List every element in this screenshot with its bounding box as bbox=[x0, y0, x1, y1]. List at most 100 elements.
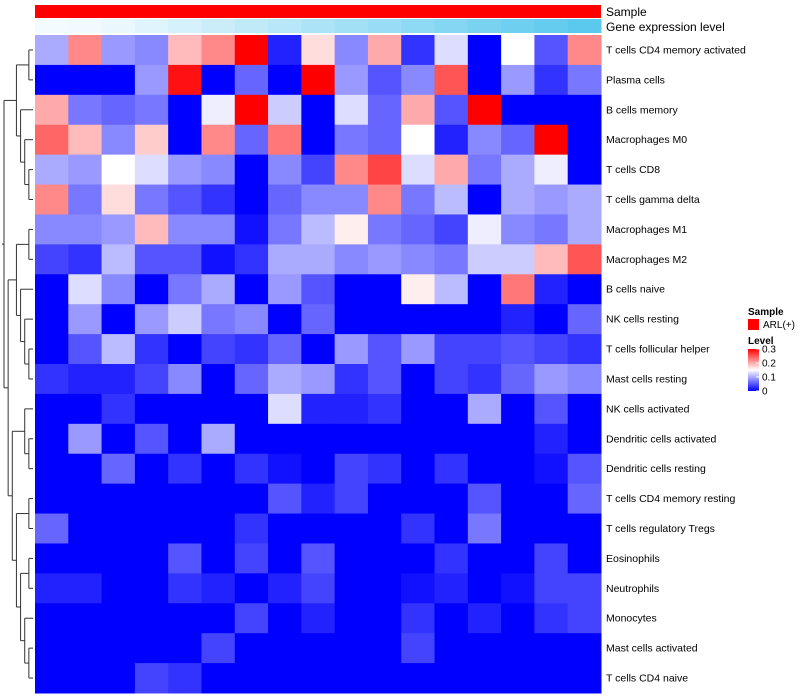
heatmap-cell bbox=[234, 543, 269, 574]
heatmap-cell bbox=[168, 483, 202, 515]
heatmap-cell bbox=[101, 94, 136, 126]
heatmap-cell bbox=[467, 64, 502, 96]
heatmap-cell bbox=[501, 304, 535, 335]
heatmap-cell bbox=[367, 393, 402, 425]
row-label: Mast cells activated bbox=[606, 643, 698, 655]
heatmap-cell bbox=[567, 663, 602, 694]
heatmap-cell bbox=[567, 633, 602, 664]
heatmap-cell bbox=[501, 214, 535, 245]
heatmap-cell bbox=[534, 154, 569, 186]
heatmap-cell bbox=[101, 603, 136, 634]
heatmap-cell bbox=[401, 334, 436, 365]
heatmap-cell bbox=[35, 393, 69, 425]
heatmap-cell bbox=[434, 94, 469, 126]
heatmap-cell bbox=[434, 603, 469, 634]
heatmap-cell bbox=[234, 64, 269, 96]
gene-expression-cell bbox=[501, 19, 535, 33]
heatmap-cell bbox=[467, 94, 502, 126]
heatmap-cell bbox=[234, 184, 269, 215]
heatmap-cell bbox=[134, 453, 169, 485]
heatmap-cell bbox=[301, 513, 336, 544]
heatmap-cell bbox=[401, 603, 436, 634]
heatmap-cell bbox=[234, 573, 269, 604]
heatmap-cell bbox=[234, 633, 269, 664]
heatmap-cell bbox=[35, 423, 69, 455]
heatmap-cell bbox=[334, 274, 369, 305]
row-label: T cells CD4 memory resting bbox=[606, 493, 735, 505]
heatmap-cell bbox=[35, 543, 69, 574]
heatmap-cell bbox=[367, 334, 402, 365]
heatmap-cell bbox=[168, 633, 202, 664]
heatmap-cell bbox=[201, 154, 236, 186]
heatmap-cell bbox=[234, 364, 269, 395]
heatmap-cell bbox=[168, 94, 202, 126]
gene-expression-cell bbox=[234, 19, 269, 33]
heatmap-cell bbox=[301, 423, 336, 455]
heatmap-cell bbox=[501, 603, 535, 634]
heatmap-cell bbox=[501, 274, 535, 305]
heatmap-cell bbox=[401, 124, 436, 156]
heatmap-cell bbox=[501, 35, 535, 66]
heatmap-cell bbox=[301, 304, 336, 335]
heatmap-cell bbox=[367, 483, 402, 515]
heatmap-cell bbox=[534, 543, 569, 574]
heatmap-cell bbox=[467, 393, 502, 425]
gene-expression-cell bbox=[101, 19, 136, 33]
heatmap-cell bbox=[367, 603, 402, 634]
heatmap-cell bbox=[434, 393, 469, 425]
heatmap-cell bbox=[501, 483, 535, 515]
heatmap-cell bbox=[168, 663, 202, 694]
heatmap-cell bbox=[434, 35, 469, 66]
heatmap-cell bbox=[268, 94, 302, 126]
heatmap-cell bbox=[567, 393, 602, 425]
heatmap-cell bbox=[201, 393, 236, 425]
heatmap-cell bbox=[68, 364, 103, 395]
heatmap-cell bbox=[434, 304, 469, 335]
heatmap-cell bbox=[134, 214, 169, 245]
heatmap-cell bbox=[467, 543, 502, 574]
heatmap-cell bbox=[501, 543, 535, 574]
heatmap-cell bbox=[501, 244, 535, 275]
heatmap-cell bbox=[434, 124, 469, 156]
sample-annotation-bar bbox=[35, 5, 601, 18]
heatmap-cell bbox=[501, 184, 535, 215]
heatmap-cell bbox=[268, 513, 302, 544]
heatmap-cell bbox=[134, 603, 169, 634]
gene-expression-cell bbox=[334, 19, 369, 33]
heatmap-cell bbox=[467, 334, 502, 365]
heatmap-cell bbox=[268, 393, 302, 425]
heatmap-cell bbox=[501, 154, 535, 186]
heatmap-cell bbox=[367, 154, 402, 186]
heatmap-cell bbox=[201, 304, 236, 335]
heatmap-cell bbox=[367, 214, 402, 245]
heatmap-cell bbox=[35, 184, 69, 215]
heatmap-cell bbox=[334, 453, 369, 485]
heatmap-cell bbox=[201, 513, 236, 544]
heatmap-cell bbox=[501, 573, 535, 604]
row-label: Plasma cells bbox=[606, 74, 665, 86]
heatmap-cell bbox=[68, 214, 103, 245]
heatmap-cell bbox=[301, 453, 336, 485]
heatmap-cell bbox=[68, 603, 103, 634]
row-label: T cells CD4 naive bbox=[606, 673, 688, 685]
row-label: B cells memory bbox=[606, 104, 679, 116]
heatmap-cell bbox=[567, 423, 602, 455]
heatmap-cell bbox=[301, 483, 336, 515]
heatmap-cell bbox=[301, 663, 336, 694]
heatmap-cell bbox=[401, 364, 436, 395]
heatmap-cell bbox=[434, 64, 469, 96]
row-label: T cells regulatory Tregs bbox=[606, 523, 715, 535]
heatmap-cell bbox=[268, 244, 302, 275]
heatmap-cell bbox=[434, 633, 469, 664]
heatmap-cell bbox=[168, 124, 202, 156]
row-label: Dendritic cells activated bbox=[606, 433, 716, 445]
gene-expression-cell bbox=[434, 19, 469, 33]
heatmap-cell bbox=[534, 214, 569, 245]
heatmap-cell bbox=[134, 364, 169, 395]
heatmap-cell bbox=[234, 334, 269, 365]
heatmap-cell bbox=[534, 364, 569, 395]
heatmap-cell bbox=[134, 304, 169, 335]
heatmap-cell bbox=[567, 603, 602, 634]
gene-expression-cell bbox=[467, 19, 502, 33]
